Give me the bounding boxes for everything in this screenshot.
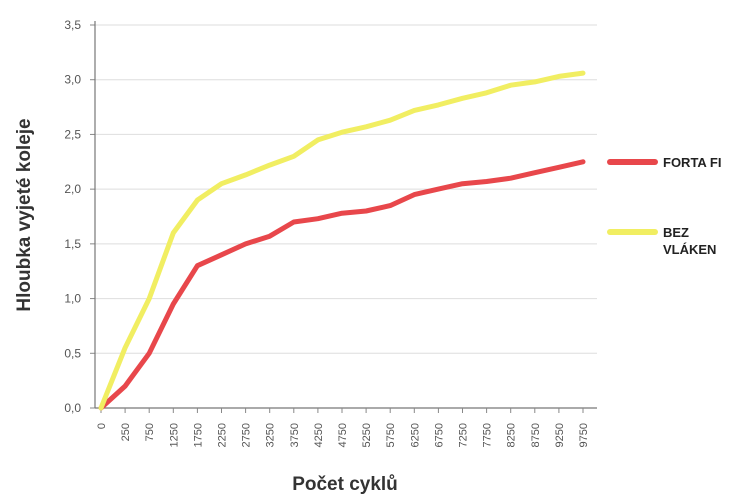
x-tick-label: 6750 [433, 423, 445, 447]
y-tick-label: 2,5 [64, 127, 81, 141]
y-tick-label: 0,5 [64, 346, 81, 360]
x-tick-label: 750 [144, 423, 156, 441]
x-tick-label: 2750 [241, 423, 253, 447]
x-tick-label: 9250 [554, 423, 566, 447]
x-tick-label: 250 [120, 423, 132, 441]
x-tick-label: 3750 [289, 423, 301, 447]
x-tick-label: 6250 [409, 423, 421, 447]
y-tick-label: 0,0 [64, 401, 81, 415]
series-lines [98, 70, 586, 411]
series-line-forta-fi [98, 159, 586, 411]
x-tick-label: 1750 [192, 423, 204, 447]
x-tick-label: 4250 [313, 423, 325, 447]
y-tick-labels: 0,0 0,5 1,0 1,5 2,0 2,5 3,0 3,5 [64, 18, 81, 415]
legend-label: BEZ VLÁKEN [663, 225, 716, 257]
x-axis-title: Počet cyklů [292, 474, 398, 495]
x-tick-label: 7750 [482, 423, 494, 447]
x-tick-label: 3250 [265, 423, 277, 447]
x-tick-label: 4750 [337, 423, 349, 447]
gridlines [95, 24, 597, 354]
x-tick-label: 1250 [168, 423, 180, 447]
legend-label: FORTA FI [663, 155, 722, 170]
x-tick-label: 2250 [217, 423, 229, 447]
axes [90, 21, 597, 413]
y-axis-title: Hloubka vyjeté koleje [14, 118, 35, 311]
x-tick-labels: 0 250 750 1250 1750 2250 2750 3250 3750 4250 4750 5… [96, 423, 590, 447]
x-tick-label: 0 [96, 423, 108, 429]
y-tick-label: 3,0 [64, 73, 81, 87]
x-tick-label: 5250 [361, 423, 373, 447]
y-tick-label: 1,5 [64, 237, 81, 251]
y-tick-label: 2,0 [64, 182, 81, 196]
x-tick-label: 7250 [458, 423, 470, 447]
x-tick-label: 8250 [506, 423, 518, 447]
x-tick-label: 8750 [530, 423, 542, 447]
y-tick-label: 3,5 [64, 18, 81, 32]
y-tick-label: 1,0 [64, 292, 81, 306]
series-line-bez-vlaken [98, 70, 586, 411]
x-tick-label: 9750 [578, 423, 590, 447]
x-tick-label: 5750 [385, 423, 397, 447]
legend: FORTA FI BEZ VLÁKEN [607, 155, 722, 257]
